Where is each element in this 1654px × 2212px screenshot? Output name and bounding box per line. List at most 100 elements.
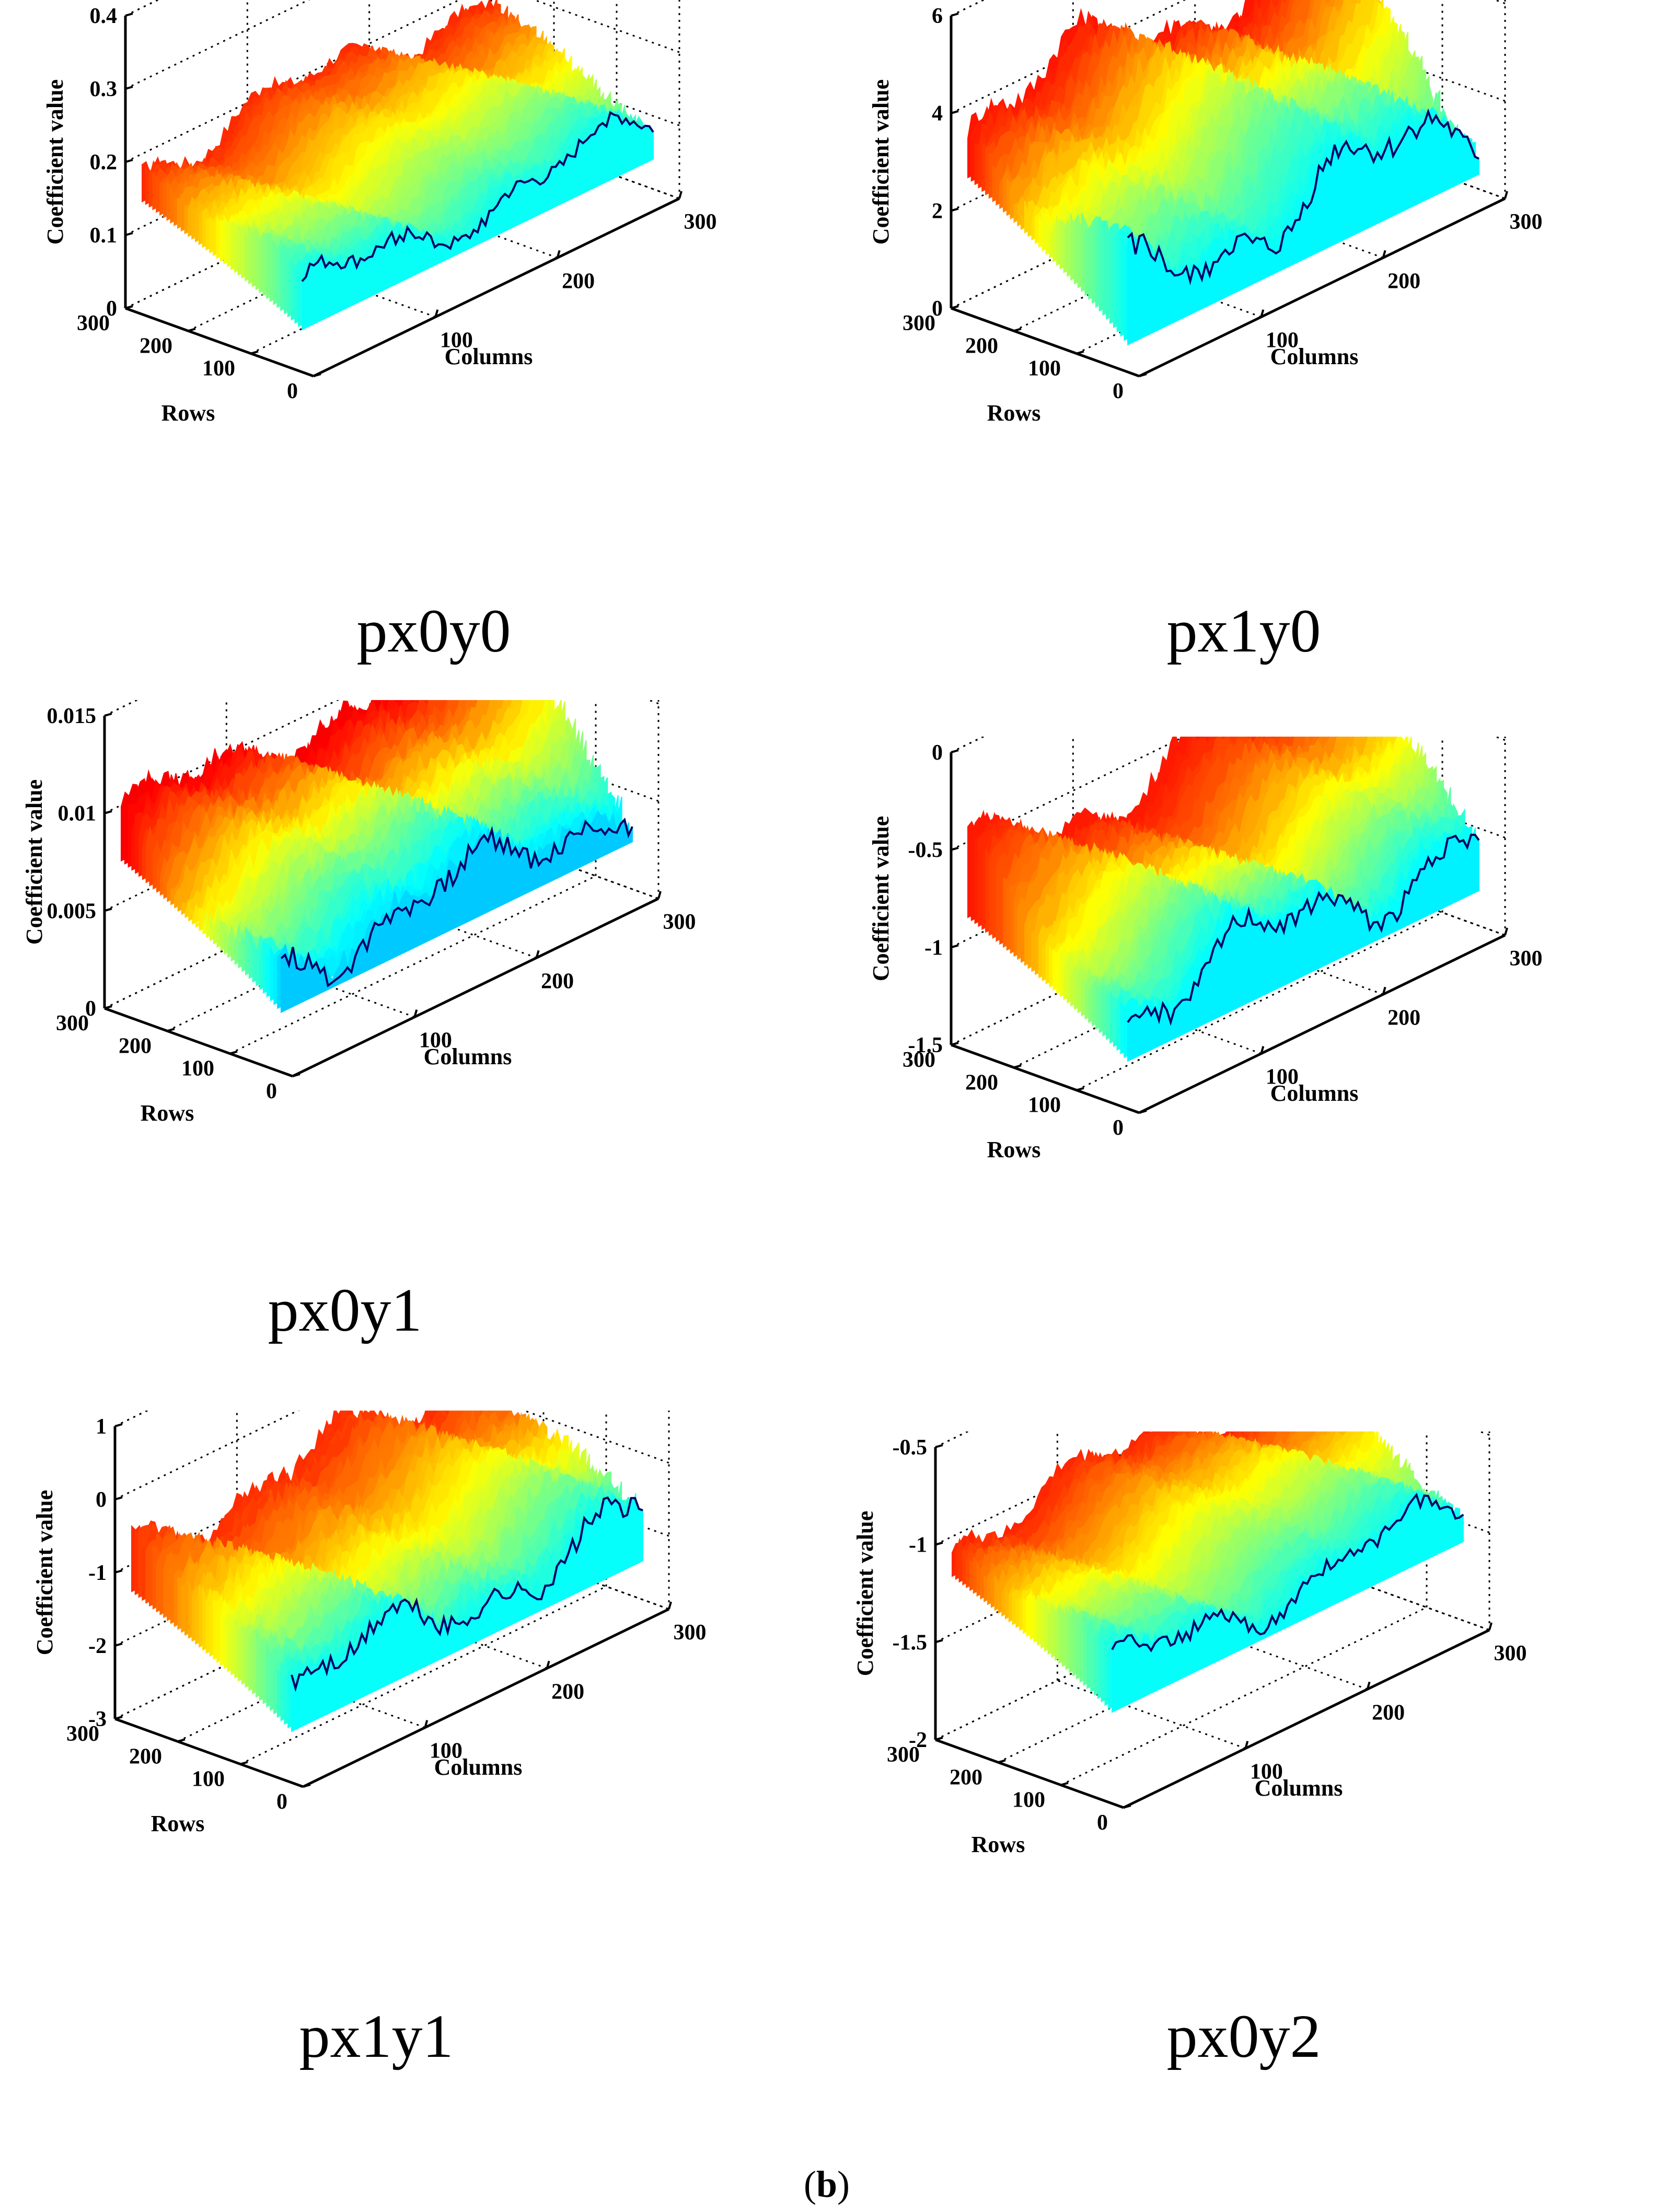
y-axis bbox=[951, 307, 1140, 378]
z-axis-label: Coefficient value bbox=[21, 779, 47, 945]
z-tick bbox=[114, 1643, 123, 1647]
axes: -3 -2 -1 0 1 100 200 300 0 100 200 300 Columns Rows Co… bbox=[32, 1415, 707, 1836]
x-axis bbox=[1138, 197, 1506, 378]
x-tick-label: 100 bbox=[1250, 1760, 1283, 1784]
z-tick bbox=[104, 907, 112, 912]
x-tick bbox=[1260, 309, 1265, 318]
y-tick-label: 0 bbox=[276, 1790, 287, 1814]
surface-rim bbox=[291, 1496, 643, 1692]
z-tick-label: 0.015 bbox=[47, 704, 97, 728]
y-tick-label: 200 bbox=[140, 334, 172, 358]
axes: -1.5 -1 -0.5 0 100 200 300 0 100 200 300 Columns Row… bbox=[868, 741, 1543, 1162]
axes: 00.0050.010.0151002003000100200300Column… bbox=[21, 704, 696, 1126]
caption-px1y0: px1y0 bbox=[1166, 597, 1321, 665]
surface-plot-px1y0: 02461002003000100200300ColumnsRowsCoeffi… bbox=[868, 0, 1543, 426]
z-axis-label: Coefficient value bbox=[852, 1511, 878, 1676]
y-tick bbox=[240, 1761, 248, 1765]
x-tick bbox=[1382, 986, 1386, 995]
z-tick-label: 4 bbox=[932, 102, 943, 126]
z-tick-label: -0.5 bbox=[893, 1436, 928, 1460]
z-tick bbox=[114, 1569, 123, 1574]
z-tick bbox=[125, 86, 133, 90]
z-tick-label: 0.01 bbox=[58, 802, 97, 826]
surface-rim bbox=[1127, 833, 1480, 1026]
x-tick-label: 200 bbox=[562, 269, 595, 293]
z-tick bbox=[104, 810, 112, 814]
x-tick bbox=[1260, 1046, 1265, 1054]
y-tick-label: 0 bbox=[1113, 1116, 1124, 1140]
y-tick bbox=[998, 1759, 1006, 1764]
z-tick-label: -1 bbox=[88, 1561, 107, 1585]
z-tick bbox=[951, 13, 959, 17]
x-tick bbox=[1504, 927, 1508, 936]
z-tick-label: 0.1 bbox=[90, 224, 118, 248]
x-tick bbox=[1488, 1622, 1493, 1631]
z-tick-label: 1 bbox=[96, 1415, 107, 1439]
z-tick-label: -1.5 bbox=[908, 1033, 943, 1057]
y-tick bbox=[951, 305, 959, 309]
y-axis-label: Rows bbox=[161, 400, 215, 426]
z-tick bbox=[951, 207, 959, 212]
x-tick bbox=[556, 250, 561, 258]
y-tick bbox=[303, 1784, 311, 1788]
z-tick bbox=[951, 944, 959, 949]
y-tick bbox=[1013, 1064, 1022, 1069]
surface-plot-px0y1: 00.0050.010.0151002003000100200300Column… bbox=[21, 700, 696, 1126]
surface-rim bbox=[1111, 1493, 1464, 1652]
y-tick bbox=[1139, 373, 1147, 377]
y-tick bbox=[1013, 328, 1022, 332]
y-tick-label: 200 bbox=[950, 1765, 982, 1789]
z-axis-label: Coefficient value bbox=[32, 1490, 57, 1655]
y-tick-label: 0 bbox=[266, 1079, 277, 1103]
x-tick bbox=[535, 950, 540, 958]
y-tick-label: 300 bbox=[903, 311, 935, 335]
caption-px0y0: px0y0 bbox=[356, 597, 511, 665]
y-axis-label: Rows bbox=[971, 1832, 1025, 1857]
z-tick-label: 6 bbox=[932, 4, 943, 28]
y-tick-label: 100 bbox=[192, 1767, 225, 1791]
figure-label: (b) bbox=[748, 2163, 905, 2206]
axes: 02461002003000100200300ColumnsRowsCoeffi… bbox=[868, 4, 1543, 426]
z-tick-label: 0 bbox=[932, 297, 943, 321]
axes: -2 -1.5 -1 -0.5 100 200 300 0 100 200 300 Columns Ro… bbox=[852, 1436, 1527, 1857]
axes: 00.10.20.30.41002003000100200300ColumnsR… bbox=[42, 4, 717, 426]
z-axis-label: Coefficient value bbox=[868, 79, 894, 245]
surface-plot-px0y0: 00.10.20.30.41002003000100200300ColumnsR… bbox=[42, 0, 717, 426]
z-tick-label: 0 bbox=[106, 297, 117, 321]
figure-label-open: ( bbox=[803, 2163, 816, 2205]
x-tick bbox=[678, 191, 683, 199]
x-axis bbox=[1138, 934, 1506, 1114]
surface-plot-unlabeled: -1.5 -1 -0.5 0 100 200 300 0 100 200 300 Columns Row… bbox=[868, 737, 1543, 1162]
x-tick-label: 100 bbox=[1266, 1065, 1299, 1089]
z-tick-label: -1 bbox=[909, 1533, 927, 1557]
y-tick bbox=[167, 1028, 175, 1032]
x-tick-label: 300 bbox=[1510, 210, 1543, 234]
figure-label-close: ) bbox=[837, 2163, 850, 2205]
y-axis bbox=[935, 1738, 1124, 1809]
z-tick-label: 0.4 bbox=[90, 4, 118, 28]
x-tick-label: 200 bbox=[1387, 1006, 1420, 1030]
y-tick-label: 0 bbox=[1097, 1811, 1108, 1835]
z-tick-label: -2 bbox=[909, 1728, 927, 1752]
x-tick bbox=[657, 891, 662, 899]
x-tick bbox=[1244, 1741, 1249, 1749]
panel-px0y1: 0 0.005 0.01 0.015 100 200 300 0 100 200 300 Column… bbox=[0, 700, 784, 1290]
z-tick bbox=[125, 232, 133, 236]
y-tick bbox=[313, 373, 321, 377]
z-tick-label: 0.2 bbox=[90, 150, 118, 174]
y-tick bbox=[1060, 1782, 1069, 1786]
y-tick bbox=[188, 328, 196, 332]
x-tick-label: 300 bbox=[1494, 1641, 1527, 1666]
surface bbox=[967, 0, 1479, 346]
y-tick bbox=[951, 1042, 959, 1046]
z-tick bbox=[125, 159, 133, 163]
y-tick-label: 200 bbox=[965, 1070, 998, 1095]
x-tick bbox=[546, 1660, 550, 1669]
x-tick bbox=[1366, 1681, 1371, 1690]
y-tick-label: 0 bbox=[1113, 379, 1124, 403]
y-axis-label: Rows bbox=[987, 1137, 1041, 1162]
y-tick-label: 200 bbox=[965, 334, 998, 358]
y-tick bbox=[177, 1738, 186, 1743]
z-axis-label: Coefficient value bbox=[868, 816, 894, 981]
